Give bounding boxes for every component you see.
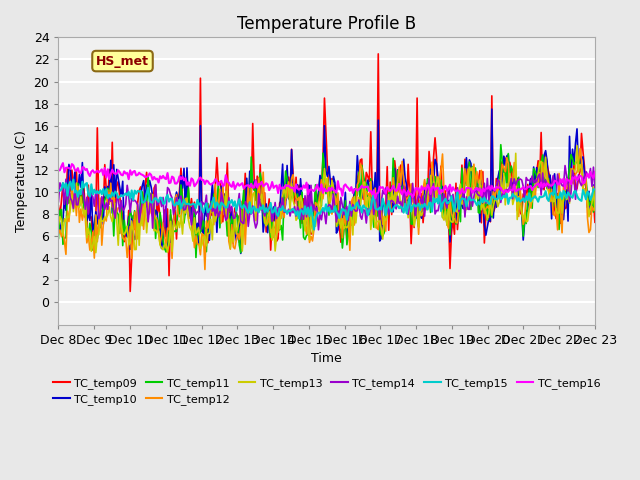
Title: Temperature Profile B: Temperature Profile B xyxy=(237,15,416,33)
TC_temp16 xyxy=(591,169,599,175)
TC_temp11 xyxy=(192,254,200,260)
TC_temp13 xyxy=(122,228,129,234)
Line: TC_temp12: TC_temp12 xyxy=(58,148,595,269)
TC_temp11 xyxy=(216,225,224,231)
Line: TC_temp11: TC_temp11 xyxy=(58,144,595,257)
TC_temp14 xyxy=(120,206,128,212)
TC_temp10 xyxy=(54,213,62,219)
TC_temp14 xyxy=(564,179,572,185)
TC_temp13 xyxy=(216,205,224,211)
TC_temp14 xyxy=(214,214,222,220)
TC_temp16 xyxy=(59,160,67,166)
Line: TC_temp09: TC_temp09 xyxy=(58,54,595,291)
TC_temp15 xyxy=(234,201,242,206)
TC_temp09 xyxy=(374,51,382,57)
TC_temp10 xyxy=(214,202,222,208)
TC_temp09 xyxy=(126,288,134,294)
Line: TC_temp15: TC_temp15 xyxy=(58,180,595,229)
TC_temp10 xyxy=(564,218,572,224)
Y-axis label: Temperature (C): Temperature (C) xyxy=(15,130,28,232)
TC_temp16 xyxy=(243,182,251,188)
TC_temp12 xyxy=(591,204,599,210)
TC_temp10 xyxy=(488,106,495,112)
TC_temp12 xyxy=(243,210,251,216)
TC_temp11 xyxy=(54,236,62,241)
TC_temp16 xyxy=(234,180,242,186)
TC_temp13 xyxy=(591,207,599,213)
TC_temp09 xyxy=(564,181,572,187)
TC_temp14 xyxy=(232,208,240,214)
X-axis label: Time: Time xyxy=(311,352,342,365)
TC_temp12 xyxy=(54,231,62,237)
TC_temp09 xyxy=(234,213,242,218)
TC_temp15 xyxy=(122,191,129,196)
TC_temp15 xyxy=(291,208,298,214)
TC_temp11 xyxy=(291,184,298,190)
TC_temp10 xyxy=(232,238,240,243)
TC_temp10 xyxy=(591,195,599,201)
TC_temp16 xyxy=(216,180,224,185)
TC_temp13 xyxy=(573,143,581,148)
TC_temp16 xyxy=(122,170,129,176)
TC_temp10 xyxy=(243,175,251,181)
Legend: TC_temp09, TC_temp10, TC_temp11, TC_temp12, TC_temp13, TC_temp14, TC_temp15, TC_: TC_temp09, TC_temp10, TC_temp11, TC_temp… xyxy=(49,373,605,409)
TC_temp14 xyxy=(54,199,62,204)
TC_temp13 xyxy=(92,250,100,255)
TC_temp09 xyxy=(291,201,298,207)
TC_temp13 xyxy=(54,221,62,227)
TC_temp13 xyxy=(234,224,242,230)
TC_temp13 xyxy=(291,203,298,209)
TC_temp12 xyxy=(576,145,584,151)
Line: TC_temp14: TC_temp14 xyxy=(58,166,595,230)
TC_temp14 xyxy=(289,210,297,216)
TC_temp12 xyxy=(216,186,224,192)
TC_temp11 xyxy=(591,181,599,187)
TC_temp14 xyxy=(561,163,569,168)
TC_temp15 xyxy=(70,177,77,182)
TC_temp15 xyxy=(216,207,224,213)
TC_temp11 xyxy=(120,217,128,223)
TC_temp14 xyxy=(241,199,249,204)
Text: HS_met: HS_met xyxy=(96,55,149,68)
TC_temp14 xyxy=(315,227,323,233)
TC_temp15 xyxy=(591,186,599,192)
TC_temp10 xyxy=(237,251,244,256)
TC_temp16 xyxy=(291,189,298,195)
TC_temp16 xyxy=(564,178,572,183)
TC_temp12 xyxy=(201,266,209,272)
Line: TC_temp16: TC_temp16 xyxy=(58,163,595,198)
TC_temp15 xyxy=(310,227,318,232)
TC_temp13 xyxy=(563,197,570,203)
TC_temp12 xyxy=(120,237,128,243)
TC_temp10 xyxy=(120,225,128,231)
Line: TC_temp13: TC_temp13 xyxy=(58,145,595,252)
TC_temp11 xyxy=(234,214,242,220)
TC_temp11 xyxy=(564,176,572,182)
TC_temp13 xyxy=(243,202,251,207)
TC_temp09 xyxy=(54,203,62,209)
TC_temp09 xyxy=(591,219,599,225)
TC_temp12 xyxy=(291,188,298,193)
TC_temp09 xyxy=(120,239,128,245)
TC_temp11 xyxy=(243,204,251,209)
Line: TC_temp10: TC_temp10 xyxy=(58,109,595,253)
TC_temp12 xyxy=(563,184,570,190)
TC_temp16 xyxy=(371,195,379,201)
TC_temp11 xyxy=(497,142,504,147)
TC_temp15 xyxy=(564,190,572,195)
TC_temp14 xyxy=(591,185,599,191)
TC_temp16 xyxy=(54,168,62,173)
TC_temp15 xyxy=(243,207,251,213)
TC_temp10 xyxy=(291,185,298,191)
TC_temp09 xyxy=(243,217,251,223)
TC_temp12 xyxy=(234,230,242,236)
TC_temp15 xyxy=(54,187,62,193)
TC_temp09 xyxy=(216,180,224,185)
